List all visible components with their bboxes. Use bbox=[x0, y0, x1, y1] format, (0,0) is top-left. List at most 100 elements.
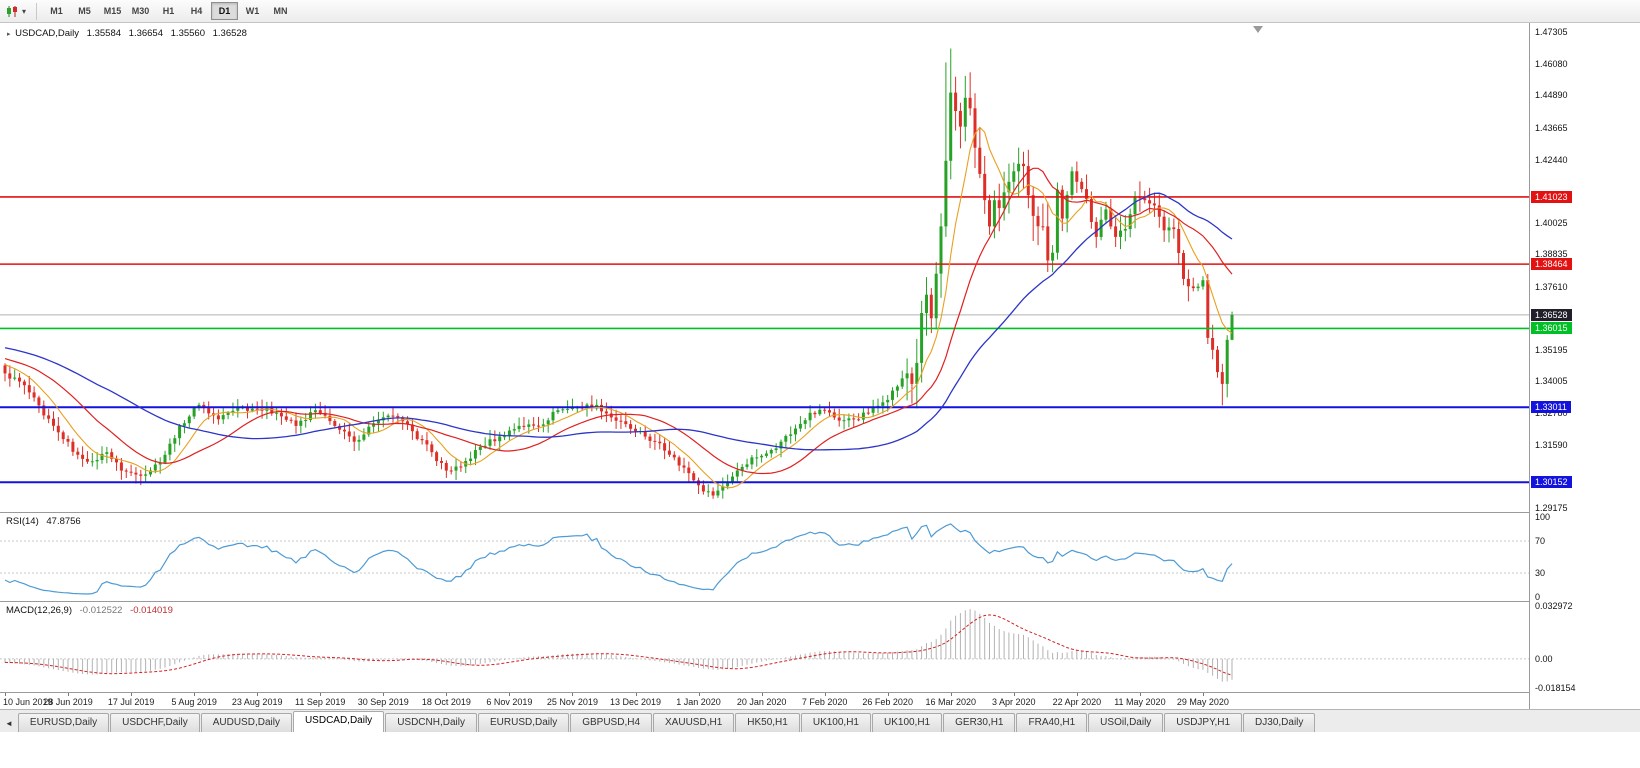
chart-tab[interactable]: GER30,H1 bbox=[943, 713, 1016, 732]
price-axis-label: 1.31590 bbox=[1535, 439, 1568, 450]
ohlc-close: 1.36528 bbox=[212, 28, 247, 39]
ohlc-low: 1.35560 bbox=[170, 28, 205, 39]
chart-tab[interactable]: AUDUSD,Daily bbox=[200, 713, 292, 732]
pane-separator[interactable] bbox=[0, 512, 1640, 513]
date-axis-label: 16 Mar 2020 bbox=[925, 697, 977, 707]
timeframe-button-m15[interactable]: M15 bbox=[103, 6, 122, 16]
indicator-axis-label: -0.018154 bbox=[1535, 683, 1576, 693]
macd-current-value: -0.012522 bbox=[79, 605, 123, 616]
date-axis-label: 17 Jul 2019 bbox=[107, 697, 155, 707]
toolbar-separator bbox=[36, 2, 38, 20]
chevron-down-icon: ▾ bbox=[22, 6, 27, 16]
chart-tab[interactable]: USDCNH,Daily bbox=[385, 713, 477, 732]
timeframe-button-h1[interactable]: H1 bbox=[162, 6, 175, 16]
date-axis-tick bbox=[1139, 693, 1141, 696]
tab-scroll-left-icon[interactable]: ◄ bbox=[5, 719, 13, 728]
ma-line-8 bbox=[4, 126, 1233, 489]
date-axis-tick bbox=[257, 693, 259, 696]
date-axis-label: 25 Nov 2019 bbox=[546, 697, 598, 707]
date-axis-tick bbox=[635, 693, 637, 696]
date-axis-label: 7 Feb 2020 bbox=[801, 697, 848, 707]
indicator-axis-label: 0.00 bbox=[1535, 653, 1553, 664]
date-axis-label: 28 Jun 2019 bbox=[43, 697, 93, 707]
rsi-pane[interactable] bbox=[0, 513, 1529, 601]
ohlc-open: 1.35584 bbox=[86, 28, 122, 39]
price-badge: 1.36528 bbox=[1531, 308, 1572, 321]
price-axis-label: 1.46080 bbox=[1535, 59, 1568, 70]
timeframe-button-w1[interactable]: W1 bbox=[245, 6, 260, 16]
date-axis-tick bbox=[383, 693, 385, 696]
chart-tab[interactable]: HK50,H1 bbox=[735, 713, 800, 732]
date-axis-tick bbox=[5, 693, 6, 696]
timeframe-button-m30[interactable]: M30 bbox=[131, 6, 150, 16]
symbol-name: USDCAD,Daily bbox=[15, 28, 80, 39]
date-axis[interactable]: 10 Jun 2019 28 Jun 2019 17 Jul 2019 5 Aug 2… bbox=[0, 693, 1529, 709]
chart-tab[interactable]: USDJPY,H1 bbox=[1164, 713, 1243, 732]
rsi-line bbox=[4, 523, 1233, 595]
macd-signal-current-value: -0.014019 bbox=[130, 605, 173, 616]
chart-tab[interactable]: UK100,H1 bbox=[871, 713, 943, 732]
date-axis-tick bbox=[446, 693, 448, 696]
price-badge: 1.33011 bbox=[1531, 401, 1571, 414]
scroll-to-end-marker[interactable] bbox=[1253, 26, 1263, 33]
timeframe-button-m5[interactable]: M5 bbox=[78, 6, 91, 16]
date-axis-label: 13 Dec 2019 bbox=[609, 697, 662, 707]
chart-type-button[interactable]: ▾ bbox=[5, 5, 26, 18]
rsi-indicator-label: RSI(14) 47.8756 bbox=[6, 516, 86, 527]
chart-tab[interactable]: DJ30,Daily bbox=[1243, 713, 1316, 732]
candles-layer bbox=[3, 48, 1234, 499]
price-axis[interactable]: 1.47305 1.46080 1.44890 1.43665 1.42440 1.400… bbox=[1529, 23, 1640, 709]
candlestick-icon bbox=[7, 5, 17, 17]
date-axis-label: 6 Nov 2019 bbox=[486, 697, 533, 707]
chart-tab[interactable]: XAUUSD,H1 bbox=[653, 713, 735, 732]
date-axis-tick bbox=[761, 693, 763, 696]
chart-tab[interactable]: EURUSD,Daily bbox=[477, 713, 570, 732]
timeframe-button-h4[interactable]: H4 bbox=[190, 6, 203, 16]
main-chart-surface[interactable] bbox=[0, 23, 1529, 512]
date-axis-tick bbox=[824, 693, 826, 696]
chart-tab[interactable]: USDCAD,Daily bbox=[292, 711, 385, 732]
date-axis-label: 1 Jan 2020 bbox=[676, 697, 721, 707]
date-axis-label: 11 Sep 2019 bbox=[295, 697, 346, 707]
indicator-axis-label: 0 bbox=[1535, 592, 1541, 602]
timeframe-button-d1[interactable]: D1 bbox=[211, 2, 239, 20]
price-badge: 1.41023 bbox=[1531, 190, 1572, 203]
date-axis-label: 22 Apr 2020 bbox=[1052, 697, 1102, 707]
macd-pane[interactable] bbox=[0, 602, 1529, 692]
price-badge: 1.36015 bbox=[1531, 322, 1572, 335]
rsi-current-value: 47.8756 bbox=[46, 516, 81, 527]
chart-tab[interactable]: EURUSD,Daily bbox=[17, 713, 110, 732]
chart-tab[interactable]: UK100,H1 bbox=[800, 713, 871, 732]
chart-tab[interactable]: FRA40,H1 bbox=[1016, 713, 1088, 732]
chart-tab[interactable]: GBPUSD,H4 bbox=[570, 713, 653, 732]
date-axis-tick bbox=[194, 693, 196, 696]
price-axis-label: 1.37610 bbox=[1535, 281, 1568, 292]
chart-ohlc-label: ▸ USDCAD,Daily 1.35584 1.36654 1.35560 1… bbox=[7, 28, 252, 39]
date-axis-label: 18 Oct 2019 bbox=[421, 697, 471, 707]
date-axis-tick bbox=[131, 693, 133, 696]
chart-tabs-bar: ◄ EURUSD,Daily USDCHF,Daily AUDUSD,Daily US… bbox=[0, 709, 1640, 732]
timeframe-button-mn[interactable]: MN bbox=[273, 6, 288, 16]
chart-tab[interactable]: USDCHF,Daily bbox=[110, 713, 200, 732]
date-axis-label: 26 Feb 2020 bbox=[862, 697, 913, 707]
price-axis-label: 1.38835 bbox=[1535, 249, 1568, 260]
price-axis-label: 1.34005 bbox=[1535, 376, 1568, 387]
price-badge: 1.38464 bbox=[1531, 258, 1572, 271]
price-axis-label: 1.42440 bbox=[1535, 154, 1568, 165]
date-axis-tick bbox=[509, 693, 511, 696]
price-axis-label: 1.29175 bbox=[1535, 502, 1568, 513]
date-axis-label: 10 Jun 2019 bbox=[3, 697, 53, 707]
price-axis-label: 1.35195 bbox=[1535, 344, 1568, 355]
price-axis-label: 1.32780 bbox=[1535, 408, 1568, 419]
price-axis-label: 1.47305 bbox=[1535, 27, 1568, 38]
indicator-axis-label: 30 bbox=[1535, 568, 1546, 578]
chart-tab[interactable]: USOil,Daily bbox=[1088, 713, 1164, 732]
date-axis-label: 20 Jan 2020 bbox=[736, 697, 787, 707]
pane-separator[interactable] bbox=[0, 601, 1640, 602]
timeframe-button-m1[interactable]: M1 bbox=[50, 6, 63, 16]
date-axis-tick bbox=[887, 693, 889, 696]
date-axis-tick bbox=[1076, 693, 1078, 696]
rsi-name: RSI(14) bbox=[6, 516, 39, 527]
ma-line-20 bbox=[4, 167, 1233, 475]
